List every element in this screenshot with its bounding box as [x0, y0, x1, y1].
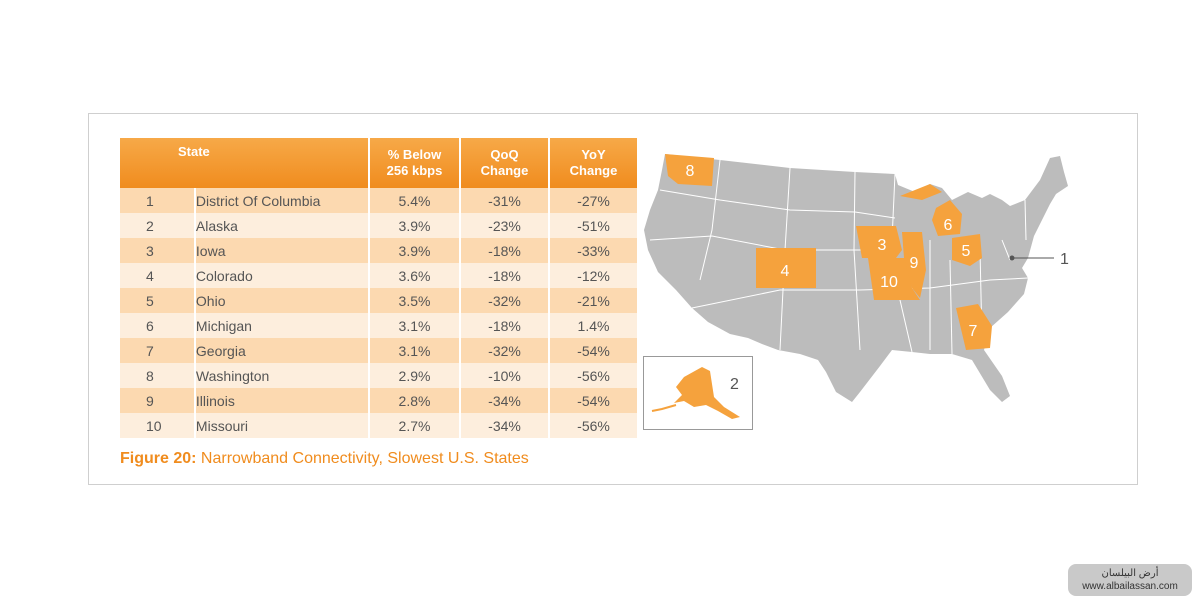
cell-qoq: -18% — [461, 263, 548, 288]
figure-caption: Figure 20: Narrowband Connectivity, Slow… — [120, 450, 529, 468]
cell-state: District Of Columbia — [195, 188, 368, 213]
table-row: 1 District Of Columbia 5.4% -31% -27% — [120, 188, 637, 213]
cell-qoq: -10% — [461, 363, 548, 388]
cell-below: 3.5% — [370, 288, 459, 313]
us-map: 8 4 3 9 10 6 5 7 1 — [644, 154, 1069, 402]
cell-state: Ohio — [195, 288, 368, 313]
header-state: State — [120, 138, 368, 188]
cell-qoq: -32% — [461, 338, 548, 363]
header-below: % Below 256 kbps — [370, 138, 459, 188]
header-yoy: YoY Change — [550, 138, 637, 188]
watermark: أرض البيلسان www.albailassan.com — [1068, 564, 1192, 596]
cell-rank: 7 — [120, 338, 194, 363]
cell-state: Iowa — [195, 238, 368, 263]
alaska-inset: 2 — [643, 356, 753, 430]
cell-state: Georgia — [195, 338, 368, 363]
cell-qoq: -23% — [461, 213, 548, 238]
cell-yoy: -12% — [550, 263, 637, 288]
watermark-line2: www.albailassan.com — [1082, 581, 1178, 592]
map-label-missouri: 10 — [880, 274, 898, 291]
cell-rank: 5 — [120, 288, 194, 313]
cell-below: 3.9% — [370, 238, 459, 263]
dc-marker — [1009, 255, 1015, 261]
cell-rank: 10 — [120, 413, 194, 438]
cell-yoy: -54% — [550, 338, 637, 363]
cell-state: Illinois — [195, 388, 368, 413]
cell-below: 5.4% — [370, 188, 459, 213]
table-row: 4 Colorado 3.6% -18% -12% — [120, 263, 637, 288]
cell-qoq: -34% — [461, 388, 548, 413]
cell-state: Alaska — [195, 213, 368, 238]
table-row: 7 Georgia 3.1% -32% -54% — [120, 338, 637, 363]
state-iowa — [856, 226, 902, 258]
table-header-row: State % Below 256 kbps QoQ Change YoY Chang… — [120, 138, 637, 188]
state-michigan-upper — [900, 184, 942, 200]
map-label-alaska: 2 — [730, 376, 739, 393]
cell-rank: 8 — [120, 363, 194, 388]
caption-label: Figure 20: — [120, 450, 197, 467]
cell-rank: 2 — [120, 213, 194, 238]
watermark-line1: أرض البيلسان — [1101, 568, 1159, 579]
cell-yoy: -27% — [550, 188, 637, 213]
cell-rank: 9 — [120, 388, 194, 413]
cell-below: 2.7% — [370, 413, 459, 438]
state-michigan-lower — [932, 200, 962, 236]
table-row: 3 Iowa 3.9% -18% -33% — [120, 238, 637, 263]
cell-rank: 1 — [120, 188, 194, 213]
alaska-aleutians — [651, 404, 677, 412]
cell-below: 3.1% — [370, 313, 459, 338]
cell-qoq: -18% — [461, 238, 548, 263]
cell-qoq: -18% — [461, 313, 548, 338]
cell-yoy: -56% — [550, 363, 637, 388]
state-alaska — [674, 367, 740, 419]
cell-yoy: -56% — [550, 413, 637, 438]
table-row: 5 Ohio 3.5% -32% -21% — [120, 288, 637, 313]
cell-below: 2.8% — [370, 388, 459, 413]
cell-qoq: -31% — [461, 188, 548, 213]
alaska-map: 2 — [651, 367, 740, 419]
cell-yoy: -21% — [550, 288, 637, 313]
map-label-georgia: 7 — [969, 323, 978, 340]
map-label-iowa: 3 — [878, 237, 887, 254]
cell-yoy: -54% — [550, 388, 637, 413]
cell-state: Washington — [195, 363, 368, 388]
state-washington — [665, 154, 714, 186]
map-label-washington: 8 — [686, 163, 695, 180]
map-label-illinois: 9 — [910, 255, 919, 272]
cell-below: 2.9% — [370, 363, 459, 388]
state-illinois — [902, 232, 926, 298]
cell-below: 3.1% — [370, 338, 459, 363]
cell-rank: 6 — [120, 313, 194, 338]
cell-yoy: 1.4% — [550, 313, 637, 338]
cell-rank: 3 — [120, 238, 194, 263]
cell-state: Colorado — [195, 263, 368, 288]
table-row: 2 Alaska 3.9% -23% -51% — [120, 213, 637, 238]
cell-rank: 4 — [120, 263, 194, 288]
cell-yoy: -33% — [550, 238, 637, 263]
map-label-ohio: 5 — [962, 243, 971, 260]
caption-text: Narrowband Connectivity, Slowest U.S. St… — [196, 450, 529, 467]
header-qoq: QoQ Change — [461, 138, 548, 188]
map-label-michigan: 6 — [944, 217, 953, 234]
table-row: 6 Michigan 3.1% -18% 1.4% — [120, 313, 637, 338]
cell-state: Missouri — [195, 413, 368, 438]
table-row: 10 Missouri 2.7% -34% -56% — [120, 413, 637, 438]
cell-yoy: -51% — [550, 213, 637, 238]
state-colorado — [756, 248, 816, 288]
table-row: 8 Washington 2.9% -10% -56% — [120, 363, 637, 388]
cell-state: Michigan — [195, 313, 368, 338]
cell-below: 3.6% — [370, 263, 459, 288]
state-ohio — [952, 234, 982, 266]
cell-qoq: -32% — [461, 288, 548, 313]
map-label-colorado: 4 — [781, 263, 790, 280]
state-table: State % Below 256 kbps QoQ Change YoY Chang… — [118, 138, 639, 438]
state-georgia — [956, 304, 992, 350]
cell-below: 3.9% — [370, 213, 459, 238]
table-row: 9 Illinois 2.8% -34% -54% — [120, 388, 637, 413]
map-label-dc: 1 — [1060, 251, 1069, 268]
cell-qoq: -34% — [461, 413, 548, 438]
